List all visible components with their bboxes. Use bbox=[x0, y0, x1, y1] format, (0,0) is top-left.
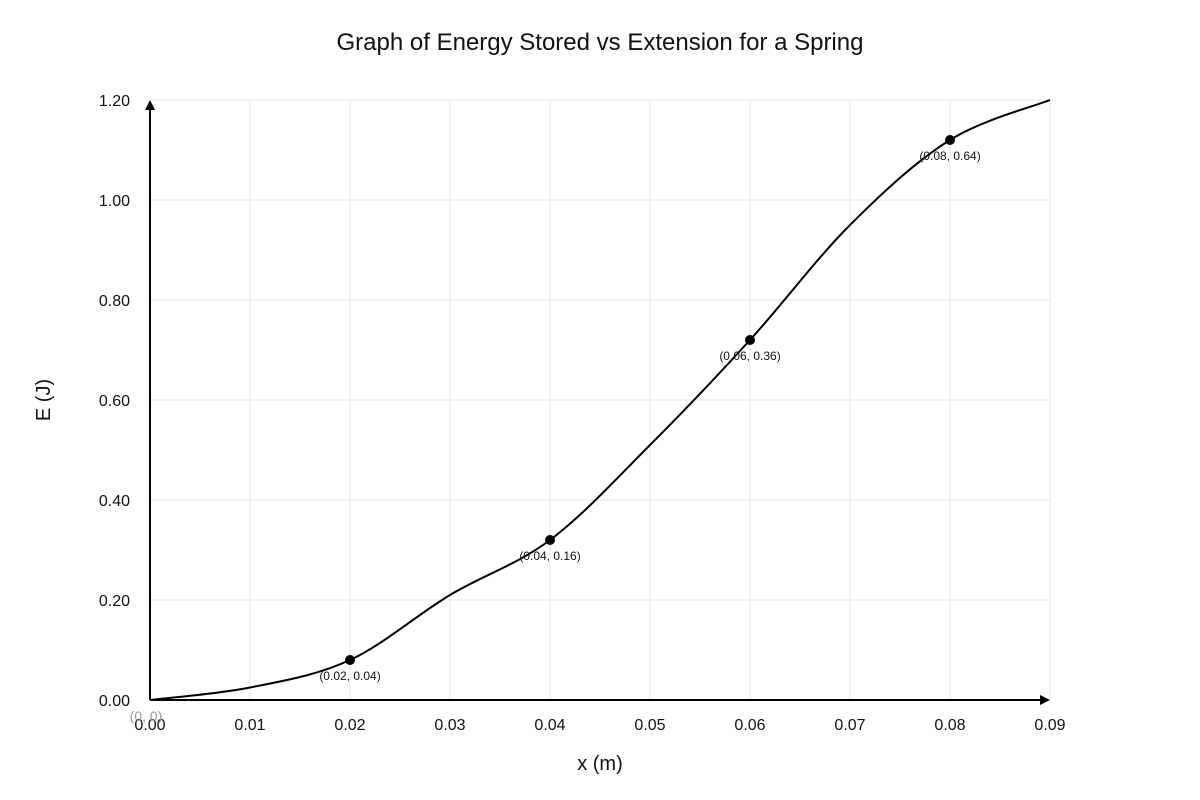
data-points: (0.02, 0.04) (0.04, 0.16) (0.06, 0.36) (0.0… bbox=[319, 135, 981, 683]
x-tick-label: 0.01 bbox=[234, 717, 265, 734]
y-tick-label: 0.20 bbox=[99, 593, 130, 610]
data-point-label: (0.04, 0.16) bbox=[519, 549, 580, 563]
origin-label: (0, 0) bbox=[130, 708, 163, 724]
x-tick-label: 0.05 bbox=[634, 717, 665, 734]
tick-labels: 0.00 0.01 0.02 0.03 0.04 0.05 0.06 0.07 0.08 0.09… bbox=[99, 93, 1066, 734]
x-tick-label: 0.09 bbox=[1034, 717, 1065, 734]
x-axis-arrow-icon bbox=[1040, 695, 1050, 705]
data-point bbox=[545, 535, 555, 545]
x-tick-label: 0.07 bbox=[834, 717, 865, 734]
energy-curve bbox=[149, 99, 1051, 701]
data-point bbox=[745, 335, 755, 345]
chart-title: Graph of Energy Stored vs Extension for … bbox=[337, 29, 864, 56]
y-tick-label: 0.80 bbox=[99, 293, 130, 310]
y-axis-title: E (J) bbox=[33, 379, 55, 421]
x-axis-title: x (m) bbox=[577, 753, 623, 775]
data-point-label: (0.06, 0.36) bbox=[719, 349, 780, 363]
x-tick-label: 0.04 bbox=[534, 717, 565, 734]
x-tick-label: 0.02 bbox=[334, 717, 365, 734]
y-tick-label: 0.00 bbox=[99, 693, 130, 710]
y-tick-label: 0.60 bbox=[99, 393, 130, 410]
axes bbox=[145, 100, 1050, 705]
x-tick-label: 0.08 bbox=[934, 717, 965, 734]
data-point-label: (0.02, 0.04) bbox=[319, 669, 380, 683]
y-tick-label: 1.20 bbox=[99, 93, 130, 110]
x-tick-label: 0.03 bbox=[434, 717, 465, 734]
grid-lines bbox=[149, 99, 1051, 701]
x-tick-label: 0.00 bbox=[134, 717, 165, 734]
data-point bbox=[945, 135, 955, 145]
x-tick-label: 0.06 bbox=[734, 717, 765, 734]
y-tick-label: 0.40 bbox=[99, 493, 130, 510]
y-axis-arrow-icon bbox=[145, 100, 155, 110]
y-tick-label: 1.00 bbox=[99, 193, 130, 210]
data-point-label: (0.08, 0.64) bbox=[919, 149, 980, 163]
data-point bbox=[345, 655, 355, 665]
